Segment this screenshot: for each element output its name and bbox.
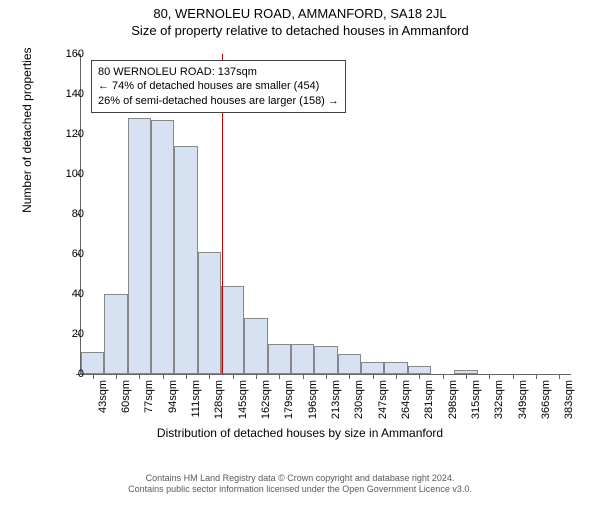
annotation-line: 26% of semi-detached houses are larger (…	[98, 94, 339, 108]
x-tick-label: 196sqm	[307, 380, 319, 419]
annotation-line: 80 WERNOLEU ROAD: 137sqm	[98, 65, 339, 79]
chart-container: Number of detached properties 43sqm60sqm…	[20, 46, 580, 446]
x-tick-label: 383sqm	[563, 380, 575, 419]
plot-area: 43sqm60sqm77sqm94sqm111sqm128sqm145sqm16…	[80, 54, 571, 375]
y-tick-label: 160	[44, 48, 84, 60]
x-tick-mark	[139, 374, 140, 379]
x-tick-mark	[116, 374, 117, 379]
x-tick-mark	[209, 374, 210, 379]
page-title-main: 80, WERNOLEU ROAD, AMMANFORD, SA18 2JL	[0, 6, 600, 21]
histogram-bar	[291, 344, 314, 374]
x-tick-label: 213sqm	[330, 380, 342, 419]
histogram-bar	[361, 362, 384, 374]
x-tick-mark	[349, 374, 350, 379]
x-tick-label: 145sqm	[237, 380, 249, 419]
y-tick-label: 100	[44, 168, 84, 180]
x-tick-mark	[233, 374, 234, 379]
x-tick-mark	[419, 374, 420, 379]
y-tick-label: 140	[44, 88, 84, 100]
x-tick-mark	[443, 374, 444, 379]
x-tick-label: 77sqm	[143, 380, 155, 413]
x-tick-mark	[396, 374, 397, 379]
y-tick-label: 80	[44, 208, 84, 220]
histogram-bar	[384, 362, 407, 374]
annotation-line: ← 74% of detached houses are smaller (45…	[98, 79, 339, 93]
histogram-bar	[104, 294, 127, 374]
x-tick-mark	[279, 374, 280, 379]
x-tick-label: 43sqm	[97, 380, 109, 413]
x-tick-mark	[373, 374, 374, 379]
footer-line-2: Contains public sector information licen…	[0, 484, 600, 496]
x-tick-label: 332sqm	[493, 380, 505, 419]
annotation-box: 80 WERNOLEU ROAD: 137sqm← 74% of detache…	[91, 60, 346, 113]
x-tick-mark	[163, 374, 164, 379]
x-tick-mark	[256, 374, 257, 379]
x-tick-mark	[93, 374, 94, 379]
x-tick-label: 315sqm	[470, 380, 482, 419]
x-tick-mark	[489, 374, 490, 379]
x-tick-label: 281sqm	[423, 380, 435, 419]
y-tick-label: 20	[44, 328, 84, 340]
x-tick-label: 94sqm	[167, 380, 179, 413]
histogram-bar	[408, 366, 431, 374]
x-tick-mark	[186, 374, 187, 379]
x-tick-mark	[326, 374, 327, 379]
y-tick-label: 120	[44, 128, 84, 140]
histogram-bar	[198, 252, 221, 374]
x-tick-label: 60sqm	[120, 380, 132, 413]
x-tick-mark	[513, 374, 514, 379]
x-tick-label: 230sqm	[353, 380, 365, 419]
histogram-bar	[174, 146, 197, 374]
y-tick-label: 60	[44, 248, 84, 260]
footer-attribution: Contains HM Land Registry data © Crown c…	[0, 473, 600, 496]
x-tick-label: 128sqm	[213, 380, 225, 419]
x-tick-label: 298sqm	[447, 380, 459, 419]
x-tick-label: 162sqm	[260, 380, 272, 419]
x-tick-mark	[536, 374, 537, 379]
y-axis-title: Number of detached properties	[20, 47, 34, 212]
y-tick-label: 40	[44, 288, 84, 300]
x-tick-label: 264sqm	[400, 380, 412, 419]
histogram-bar	[221, 286, 244, 374]
histogram-bar	[244, 318, 267, 374]
histogram-bar	[128, 118, 151, 374]
histogram-bar	[81, 352, 104, 374]
x-tick-label: 349sqm	[517, 380, 529, 419]
x-tick-label: 366sqm	[540, 380, 552, 419]
x-tick-label: 247sqm	[377, 380, 389, 419]
x-tick-mark	[303, 374, 304, 379]
histogram-bar	[151, 120, 174, 374]
histogram-bar	[314, 346, 337, 374]
x-tick-mark	[466, 374, 467, 379]
x-tick-label: 111sqm	[190, 380, 202, 418]
histogram-bar	[338, 354, 361, 374]
page-title-sub: Size of property relative to detached ho…	[0, 23, 600, 38]
x-axis-title: Distribution of detached houses by size …	[20, 426, 580, 440]
x-tick-mark	[559, 374, 560, 379]
y-tick-label: 0	[44, 368, 84, 380]
footer-line-1: Contains HM Land Registry data © Crown c…	[0, 473, 600, 485]
x-tick-label: 179sqm	[283, 380, 295, 419]
histogram-bar	[268, 344, 291, 374]
